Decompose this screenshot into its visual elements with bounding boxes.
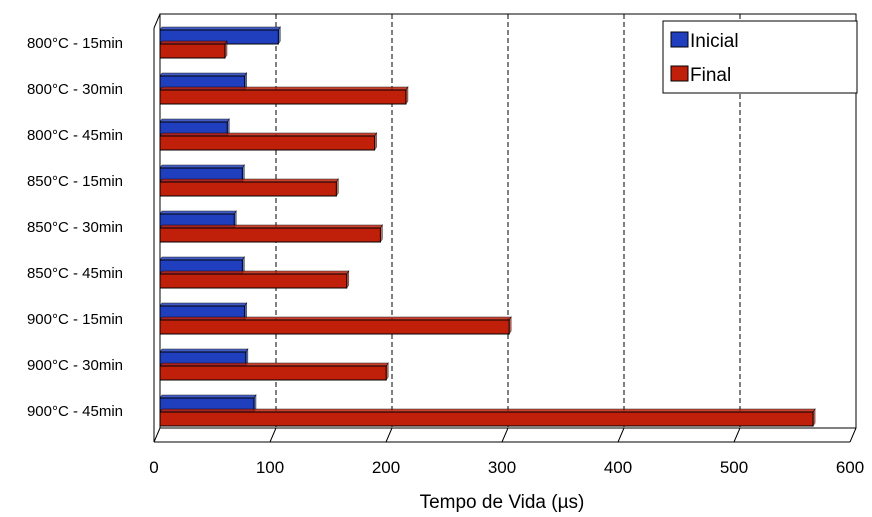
bar-inicial <box>159 256 245 275</box>
category-label: 800°C - 45min <box>27 127 123 144</box>
category-label: 900°C - 45min <box>27 403 123 420</box>
bar-final <box>159 270 350 289</box>
bar-final <box>159 316 512 335</box>
x-tick-label: 300 <box>488 458 516 477</box>
x-axis-title: Tempo de Vida (µs) <box>420 492 585 513</box>
legend-swatch <box>670 31 689 48</box>
bar-final <box>159 408 816 427</box>
x-tick-label: 200 <box>372 458 400 477</box>
category-label: 850°C - 30min <box>27 219 123 236</box>
category-labels: 800°C - 15min 800°C - 30min 800°C - 45min 8… <box>27 35 123 420</box>
legend-label: Inicial <box>690 31 739 52</box>
x-tick-label: 500 <box>720 458 748 477</box>
floor-grid-line <box>733 427 741 443</box>
bar-final <box>159 224 383 243</box>
legend-box <box>662 20 858 94</box>
category-label: 850°C - 15min <box>27 173 123 190</box>
x-tick-label: 100 <box>256 458 284 477</box>
legend-label: Final <box>690 65 731 86</box>
floor-left-edge <box>153 427 161 443</box>
bar-final <box>159 362 389 381</box>
x-tick-label: 0 <box>149 458 158 477</box>
category-label: 900°C - 30min <box>27 357 123 374</box>
x-tick-labels: 0 100 200 300 400 500 600 <box>149 458 864 477</box>
floor-grid-line <box>617 427 625 443</box>
bar-final <box>159 86 409 105</box>
bar-inicial <box>159 210 237 229</box>
legend: Inicial Final <box>662 20 858 94</box>
x-tick-label: 400 <box>604 458 632 477</box>
left-wall-top-edge <box>153 13 161 29</box>
category-label: 850°C - 45min <box>27 265 123 282</box>
floor-grid-line <box>501 427 509 443</box>
floor-right-edge <box>849 427 857 443</box>
bar-inicial <box>159 72 248 91</box>
bar-inicial <box>159 26 281 45</box>
bars-group <box>159 26 816 427</box>
bar-inicial <box>159 394 257 413</box>
category-label: 800°C - 30min <box>27 81 123 98</box>
floor-grid-line <box>269 427 277 443</box>
bar-final <box>159 178 339 197</box>
bar-final <box>159 40 228 59</box>
category-label: 900°C - 15min <box>27 311 123 328</box>
floor-grid-line <box>385 427 393 443</box>
bar-inicial <box>159 302 248 321</box>
legend-swatch <box>670 65 689 82</box>
bar-inicial <box>159 164 245 183</box>
category-label: 800°C - 15min <box>27 35 123 52</box>
x-tick-label: 600 <box>836 458 864 477</box>
bar-final <box>159 132 378 151</box>
